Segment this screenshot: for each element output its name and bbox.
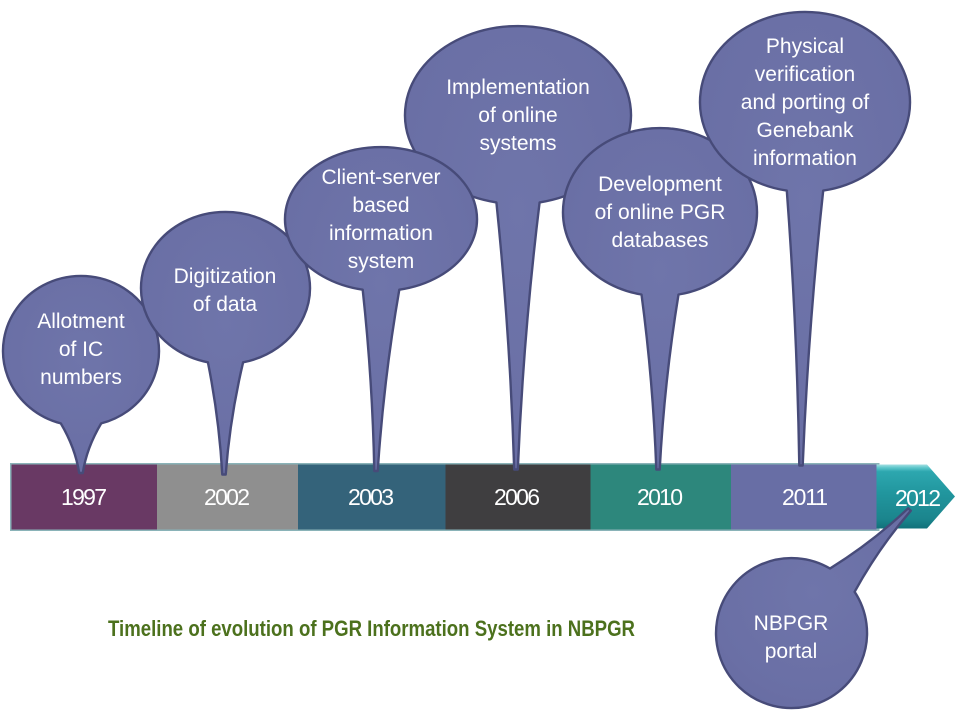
svg-text:2011: 2011	[782, 484, 828, 510]
svg-text:2002: 2002	[204, 484, 250, 510]
svg-text:2006: 2006	[494, 484, 540, 510]
svg-text:1997: 1997	[61, 484, 107, 510]
svg-text:2010: 2010	[637, 484, 683, 510]
svg-text:2003: 2003	[348, 484, 394, 510]
svg-text:2012: 2012	[895, 485, 941, 511]
svg-text:Timeline of evolution of PGR I: Timeline of evolution of PGR Information…	[108, 616, 635, 641]
